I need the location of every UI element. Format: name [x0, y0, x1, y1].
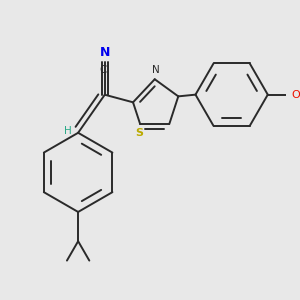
- Text: N: N: [100, 46, 110, 59]
- Text: H: H: [64, 126, 72, 136]
- Text: C: C: [99, 65, 106, 75]
- Text: N: N: [152, 65, 159, 75]
- Text: O: O: [292, 90, 300, 100]
- Text: S: S: [135, 128, 143, 138]
